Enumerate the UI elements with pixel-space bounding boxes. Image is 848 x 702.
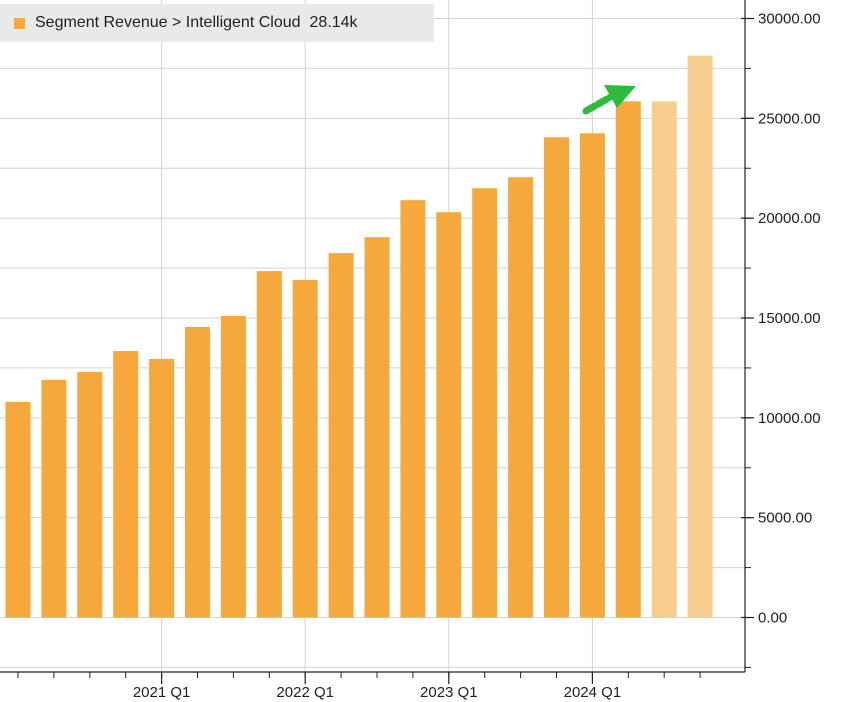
- bar: [687, 55, 713, 618]
- y-tick-label: 30000.00: [758, 11, 821, 28]
- y-tick-label: 5000.00: [758, 510, 812, 527]
- bar: [5, 401, 31, 618]
- legend-value: 28.14k: [309, 14, 358, 31]
- bar: [77, 371, 103, 618]
- bar: [615, 101, 641, 618]
- bar: [579, 133, 605, 618]
- x-tick-label: 2021 Q1: [133, 684, 191, 701]
- legend-label: Segment Revenue > Intelligent Cloud: [35, 14, 301, 31]
- bars: [5, 55, 713, 618]
- bar: [651, 101, 677, 618]
- bar: [364, 237, 390, 618]
- y-tick-label: 20000.00: [758, 210, 821, 227]
- bar: [328, 253, 354, 618]
- bar: [400, 200, 426, 618]
- legend: Segment Revenue > Intelligent Cloud 28.1…: [0, 4, 434, 42]
- bar: [472, 188, 498, 618]
- bar: [41, 379, 67, 618]
- x-tick-label: 2024 Q1: [564, 684, 622, 701]
- axes: 0.00 5000.00 10000.00 15000.00 20000.00 25000…: [0, 0, 821, 701]
- y-tick-label: 10000.00: [758, 410, 821, 427]
- x-tick-label: 2022 Q1: [276, 684, 334, 701]
- bar: [292, 280, 318, 618]
- bar: [256, 271, 282, 618]
- bar: [544, 137, 569, 618]
- bar: [185, 326, 210, 618]
- bar: [508, 177, 534, 618]
- y-tick-label: 25000.00: [758, 110, 821, 127]
- x-tick-label: 2023 Q1: [420, 684, 478, 701]
- trend-arrow: [582, 85, 636, 115]
- green-up-arrow-icon: [604, 85, 636, 108]
- bar: [113, 350, 139, 618]
- bar: [220, 316, 246, 618]
- legend-swatch: [14, 17, 25, 29]
- bar: [149, 358, 175, 618]
- y-tick-label: 0.00: [758, 610, 787, 627]
- y-tick-label: 15000.00: [758, 310, 821, 327]
- arrow-shaft: [582, 91, 618, 115]
- bar: [436, 212, 462, 618]
